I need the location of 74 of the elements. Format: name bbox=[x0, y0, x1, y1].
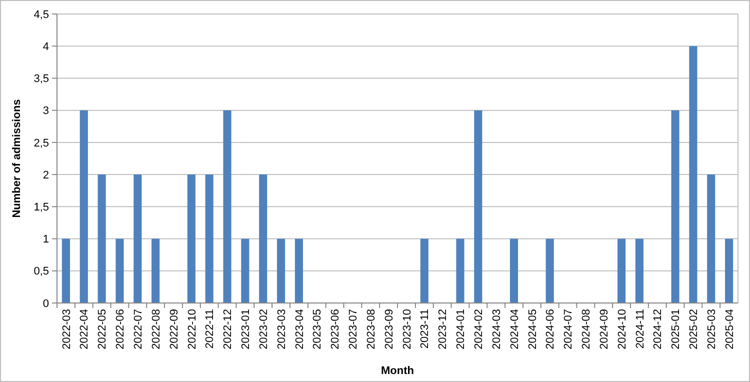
y-tick-label: 4,5 bbox=[34, 8, 49, 21]
y-tick-label: 4 bbox=[42, 40, 49, 53]
x-tick-label: 2022-12 bbox=[222, 309, 234, 350]
x-tick-label: 2025-02 bbox=[688, 309, 700, 350]
x-tick-label: 2022-10 bbox=[186, 309, 198, 350]
x-tick-label: 2023-08 bbox=[365, 309, 378, 350]
x-tick-label: 2024-03 bbox=[490, 309, 503, 350]
bar bbox=[671, 110, 680, 303]
bar bbox=[617, 238, 626, 303]
x-axis-title: Month bbox=[381, 365, 414, 377]
x-tick-label: 2023-02 bbox=[258, 309, 270, 350]
bar bbox=[62, 238, 70, 303]
x-tick-label: 2023-10 bbox=[401, 309, 414, 350]
y-tick-label: 1,5 bbox=[34, 202, 49, 214]
x-tick-label: 2023-01 bbox=[240, 309, 252, 350]
x-tick-label: 2024-07 bbox=[562, 309, 575, 350]
x-tick-label: 2022-07 bbox=[132, 309, 144, 350]
y-tick-label: 3 bbox=[42, 105, 49, 118]
x-tick-label: 2024-09 bbox=[598, 309, 610, 350]
bar bbox=[707, 174, 716, 303]
x-tick-label: 2024-04 bbox=[508, 309, 521, 350]
bar bbox=[456, 238, 464, 303]
x-tick-label: 2022-08 bbox=[150, 309, 162, 350]
x-tick-label: 2023-06 bbox=[330, 309, 342, 350]
bar bbox=[635, 238, 644, 303]
x-tick-label: 2024-02 bbox=[472, 309, 485, 350]
x-tick-label: 2024-05 bbox=[526, 309, 539, 350]
x-tick-label: 2022-06 bbox=[114, 309, 127, 350]
y-tick-label: 2,5 bbox=[34, 137, 49, 150]
y-tick-label: 0,5 bbox=[34, 266, 49, 278]
x-tick-label: 2022-04 bbox=[78, 309, 91, 350]
x-tick-label: 2024-08 bbox=[580, 309, 593, 350]
bar bbox=[98, 174, 106, 303]
x-tick-label: 2025-01 bbox=[670, 309, 682, 350]
x-tick-label: 2023-03 bbox=[276, 309, 288, 350]
y-tick-label: 1 bbox=[42, 234, 49, 246]
y-tick-label: 0 bbox=[42, 298, 49, 310]
bar bbox=[546, 238, 554, 303]
bar bbox=[420, 238, 428, 303]
bar bbox=[276, 238, 286, 303]
y-tick-label: 2 bbox=[42, 169, 49, 182]
bar bbox=[294, 238, 303, 303]
x-tick-label: 2022-05 bbox=[96, 309, 109, 350]
bar bbox=[152, 238, 160, 303]
bar bbox=[134, 174, 142, 303]
x-tick-label: 2024-10 bbox=[616, 309, 628, 350]
y-axis-title: Number of admissions bbox=[11, 99, 23, 218]
x-tick-label: 2023-12 bbox=[437, 309, 450, 350]
bar bbox=[116, 238, 124, 303]
x-tick-label: 2024-06 bbox=[544, 309, 557, 350]
bar bbox=[241, 238, 250, 303]
bar bbox=[510, 238, 518, 303]
bar bbox=[725, 238, 734, 303]
bar bbox=[223, 110, 232, 303]
bar bbox=[689, 46, 698, 303]
x-tick-label: 2025-04 bbox=[724, 309, 736, 350]
x-tick-label: 2023-11 bbox=[419, 309, 432, 349]
x-tick-label: 2023-07 bbox=[348, 309, 360, 350]
bar bbox=[187, 174, 196, 303]
bar bbox=[205, 174, 214, 303]
x-tick-label: 2023-09 bbox=[383, 309, 396, 350]
x-tick-label: 2024-12 bbox=[652, 309, 664, 350]
x-tick-label: 2022-11 bbox=[204, 309, 216, 349]
bar bbox=[80, 110, 88, 303]
x-tick-label: 2023-05 bbox=[312, 309, 324, 350]
x-tick-label: 2023-04 bbox=[294, 309, 306, 350]
x-tick-label: 2024-01 bbox=[455, 309, 468, 350]
bar bbox=[259, 174, 268, 303]
x-tick-label: 2022-03 bbox=[60, 309, 73, 350]
x-tick-label: 2024-11 bbox=[634, 309, 646, 349]
x-tick-label: 2025-03 bbox=[706, 309, 718, 350]
x-tick-label: 2022-09 bbox=[168, 309, 180, 350]
bar bbox=[474, 110, 482, 303]
y-tick-label: 3,5 bbox=[34, 73, 49, 86]
